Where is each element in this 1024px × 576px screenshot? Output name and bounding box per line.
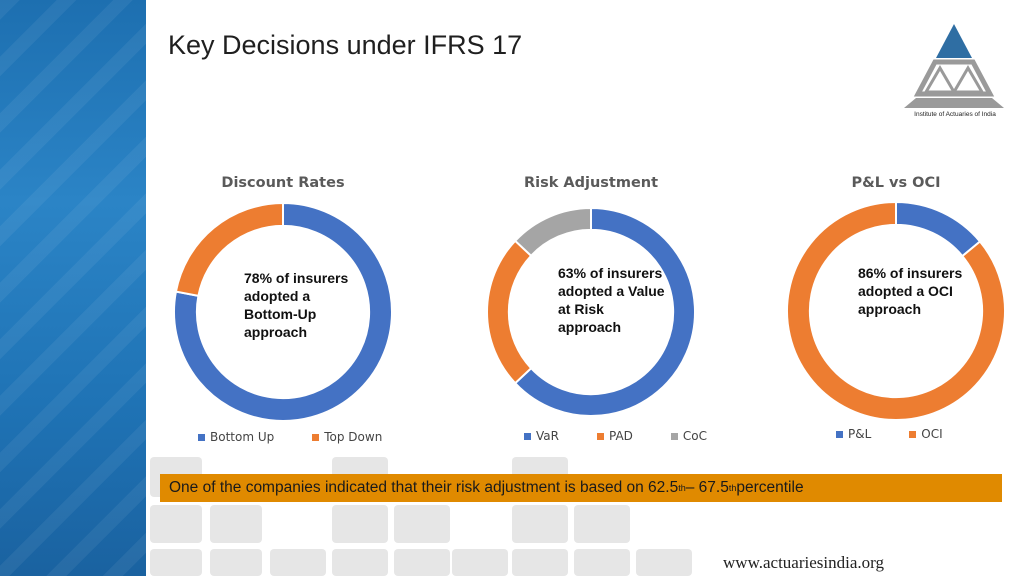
donut-slice-var xyxy=(513,207,696,417)
legend-item-oci: OCI xyxy=(909,427,943,441)
chart-title-discount-rates: Discount Rates xyxy=(221,175,345,191)
donut-slice-oci xyxy=(786,201,1006,421)
donut-risk-adjustment xyxy=(486,207,696,417)
legend-pl-vs-oci: P&L OCI xyxy=(836,427,943,441)
donut-discount-rates xyxy=(173,202,393,422)
legend-item-bottom-up: Bottom Up xyxy=(198,430,274,444)
banner-text-start: One of the companies indicated that thei… xyxy=(169,479,679,496)
logo-caption: Institute of Actuaries of India xyxy=(914,111,996,118)
slide-title: Key Decisions under IFRS 17 xyxy=(168,30,523,60)
donut-slice-coc xyxy=(513,207,592,258)
legend-item-pad: PAD xyxy=(596,429,633,443)
chart-title-pl-vs-oci: P&L vs OCI xyxy=(851,175,941,191)
risk-adjustment-note-banner: One of the companies indicated that thei… xyxy=(160,474,1002,502)
legend-item-p-l: P&L xyxy=(836,427,871,441)
center-annotation-pl-vs-oci: 86% of insurers adopted a OCI approach xyxy=(858,265,963,317)
center-annotation-risk-adjustment: 63% of insurers adopted a Value at Risk … xyxy=(558,265,665,335)
donut-pl-vs-oci xyxy=(786,201,1006,421)
legend-swatch xyxy=(670,432,678,440)
donut-slice-p-l xyxy=(895,201,982,258)
legend-swatch xyxy=(198,433,205,441)
donut-slice-top-down xyxy=(174,202,284,298)
legend-risk-adjustment: VaR PAD CoC xyxy=(524,429,707,443)
legend-label: Top Down xyxy=(324,430,383,444)
legend-swatch xyxy=(524,432,531,440)
chart-title-risk-adjustment: Risk Adjustment xyxy=(523,175,659,191)
legend-label: P&L xyxy=(848,427,872,441)
legend-swatch xyxy=(596,432,604,440)
legend-item-top-down: Top Down xyxy=(312,430,382,444)
donut-slice-pad xyxy=(486,239,533,385)
legend-swatch xyxy=(836,430,843,438)
legend-label: OCI xyxy=(921,427,943,441)
donut-slice-bottom-up xyxy=(173,202,393,422)
banner-superscript-1: th xyxy=(678,483,686,493)
footer-website: www.actuariesindia.org xyxy=(723,553,884,572)
legend-item-coc: CoC xyxy=(670,429,707,443)
legend-item-var: VaR xyxy=(524,429,559,443)
legend-label: PAD xyxy=(608,429,633,443)
legend-label: VaR xyxy=(536,429,559,443)
left-decorative-band xyxy=(0,0,146,576)
legend-label: CoC xyxy=(682,429,707,443)
legend-discount-rates: Bottom Up Top Down xyxy=(198,430,382,444)
background-tiles xyxy=(146,455,1024,576)
legend-swatch xyxy=(312,433,320,441)
banner-text-mid: – 67.5 xyxy=(685,479,729,496)
banner-text-end: percentile xyxy=(736,479,804,496)
legend-label: Bottom Up xyxy=(210,430,275,444)
banner-superscript-2: th xyxy=(728,483,737,493)
legend-swatch xyxy=(909,430,917,438)
institute-logo-icon xyxy=(904,24,1004,108)
center-annotation-discount-rates: 78% of insurers adopted a Bottom-Up appr… xyxy=(244,270,349,340)
